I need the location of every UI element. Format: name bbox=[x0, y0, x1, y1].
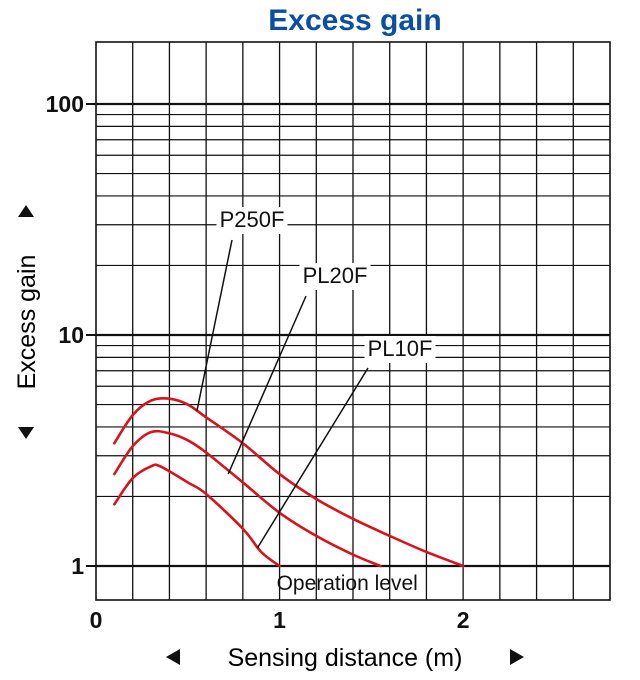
series-label-background bbox=[216, 207, 288, 234]
chart-grid bbox=[86, 42, 610, 600]
x-tick-label: 1 bbox=[273, 607, 286, 633]
x-arrow-left-icon bbox=[166, 649, 180, 665]
series-line-pl10f bbox=[113, 463, 281, 568]
series-line-p250f bbox=[113, 396, 465, 568]
y-axis-title: Excess gain bbox=[13, 255, 41, 390]
axis-ticks: 1 10 100 0 1 2 bbox=[46, 91, 470, 633]
series-label-background bbox=[364, 336, 436, 363]
x-arrow-right-icon bbox=[510, 649, 524, 665]
x-tick-label: 2 bbox=[457, 607, 470, 633]
series-label-p250f: P250F bbox=[220, 207, 285, 232]
operation-level-label: Operation level bbox=[277, 572, 418, 595]
x-tick-label: 0 bbox=[90, 607, 103, 633]
plot-frame bbox=[95, 41, 611, 601]
series-label-pl20f: PL20F bbox=[303, 263, 368, 288]
y-tick-label: 10 bbox=[58, 322, 84, 348]
operation-level-line: Operation level bbox=[277, 572, 418, 595]
x-axis-label: Sensing distance (m) bbox=[166, 644, 524, 672]
y-arrow-up-icon bbox=[18, 205, 34, 217]
y-tick-label: 1 bbox=[71, 553, 84, 579]
series-label-pl10f: PL10F bbox=[368, 336, 433, 361]
chart-title: Excess gain bbox=[268, 4, 441, 37]
chart-series bbox=[113, 396, 465, 568]
series-label-background bbox=[299, 263, 371, 290]
series-labels: P250F PL20F PL10F bbox=[196, 207, 436, 549]
y-arrow-down-icon bbox=[18, 427, 34, 439]
x-axis-title: Sensing distance (m) bbox=[228, 644, 463, 672]
y-tick-label: 100 bbox=[46, 91, 84, 117]
series-line-pl20f bbox=[113, 429, 382, 568]
y-axis-label: Excess gain bbox=[13, 205, 41, 439]
series-leader-line bbox=[256, 367, 369, 549]
series-leader-line bbox=[196, 239, 233, 411]
series-leader-line bbox=[227, 295, 307, 475]
